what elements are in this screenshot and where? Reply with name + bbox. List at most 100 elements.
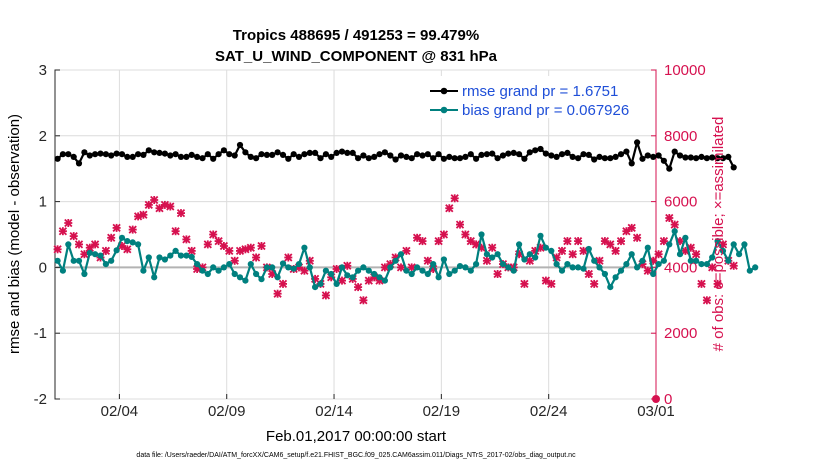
rmse-point [542,150,550,157]
bias-point [510,267,517,274]
rmse-point [269,151,276,158]
chart-title-line2: SAT_U_WIND_COMPONENT @ 831 hPa [215,48,498,65]
rmse-point [322,151,329,158]
rmse-point [725,153,732,160]
bias-point [124,238,131,245]
obs-point [665,213,674,223]
rmse-point [65,151,72,158]
bias-point [306,264,313,271]
rmse-point [456,155,464,162]
obs-point [616,236,626,246]
obs-point [729,261,738,270]
bias-point [414,264,421,271]
rmse-point [628,160,635,167]
rmse-point [290,151,297,158]
obs-point [353,282,363,292]
bias-point [177,252,185,259]
y-right-tick-label: 8000 [664,128,697,145]
bias-point [456,263,464,270]
legend-bias-marker [440,106,448,114]
obs-point [611,246,620,256]
obs-point [69,231,78,241]
bias-point [564,261,571,268]
bias-point [333,280,340,287]
bias-point [301,244,308,251]
bias-point [371,270,378,278]
rmse-point [54,155,61,162]
bias-point [92,251,99,258]
rmse-point [553,153,560,160]
rmse-point [108,152,115,159]
obs-point [713,279,722,289]
rmse-point [188,151,195,158]
rmse-point [371,153,378,160]
rmse-point [306,149,313,156]
obs-point [659,236,669,246]
rmse-point [650,153,657,160]
obs-point [101,246,111,256]
rmse-point [220,147,227,154]
bias-point [575,264,582,271]
y-left-tick-label: 0 [39,259,47,276]
bias-point [521,256,528,263]
bias-point [548,247,555,254]
bias-point [108,257,115,264]
rmse-point [521,155,528,162]
obs-point [622,227,631,236]
obs-point [450,194,459,203]
bias-point [70,257,77,264]
bias-point [145,254,152,261]
rmse-point [253,155,260,162]
obs-point [482,256,492,265]
rmse-point [70,153,77,160]
rmse-point [274,149,281,156]
rmse-point [86,152,93,159]
obs-point [461,230,470,239]
x-tick-label: 02/09 [208,403,246,420]
obs-point [58,227,68,236]
bias-point [408,270,415,278]
obs-point [708,263,717,272]
rmse-point [494,155,501,162]
rmse-point [102,151,109,158]
legend-bias-label: bias grand pr = 0.067926 [462,102,629,119]
rmse-point [295,153,303,160]
bias-point [279,260,287,267]
y-right-tick-label: 10000 [664,62,706,79]
axis-ticks: 02/04 02/09 02/14 02/19 02/24 03/01 -2 -1 0 1 2 3 0 2… [34,62,706,420]
legend: rmse grand pr = 1.6751 bias grand pr = 0… [420,76,650,119]
bias-point [446,270,453,278]
bias-point [210,264,217,271]
obs-point [493,269,502,279]
bias-point [263,264,270,271]
obs-point [123,245,132,254]
rmse-point [548,152,555,159]
rmse-point [156,149,163,156]
rmse-point [199,155,206,162]
bias-point [650,270,657,278]
obs-point [187,246,196,256]
bias-point [596,264,603,271]
rmse-point [446,153,453,160]
obs-point [445,204,454,213]
x-tick-label: 02/04 [101,403,139,420]
bias-point [381,277,388,284]
rmse-point [510,149,517,156]
bias-point [494,251,501,258]
rmse-point [387,152,394,159]
rmse-point [75,160,83,167]
obs-point [150,195,159,205]
bias-point [199,267,206,274]
bias-point [86,249,93,256]
rmse-point [381,149,388,156]
bias-point [392,257,399,264]
bias-point [226,261,233,268]
bias-point [639,257,646,264]
obs-point [112,223,121,233]
plot-area [54,69,657,400]
y-left-tick-label: 1 [39,194,47,211]
rmse-point [338,148,346,155]
rmse-point [473,155,480,162]
bias-point [215,267,222,274]
rmse-point [135,151,142,158]
